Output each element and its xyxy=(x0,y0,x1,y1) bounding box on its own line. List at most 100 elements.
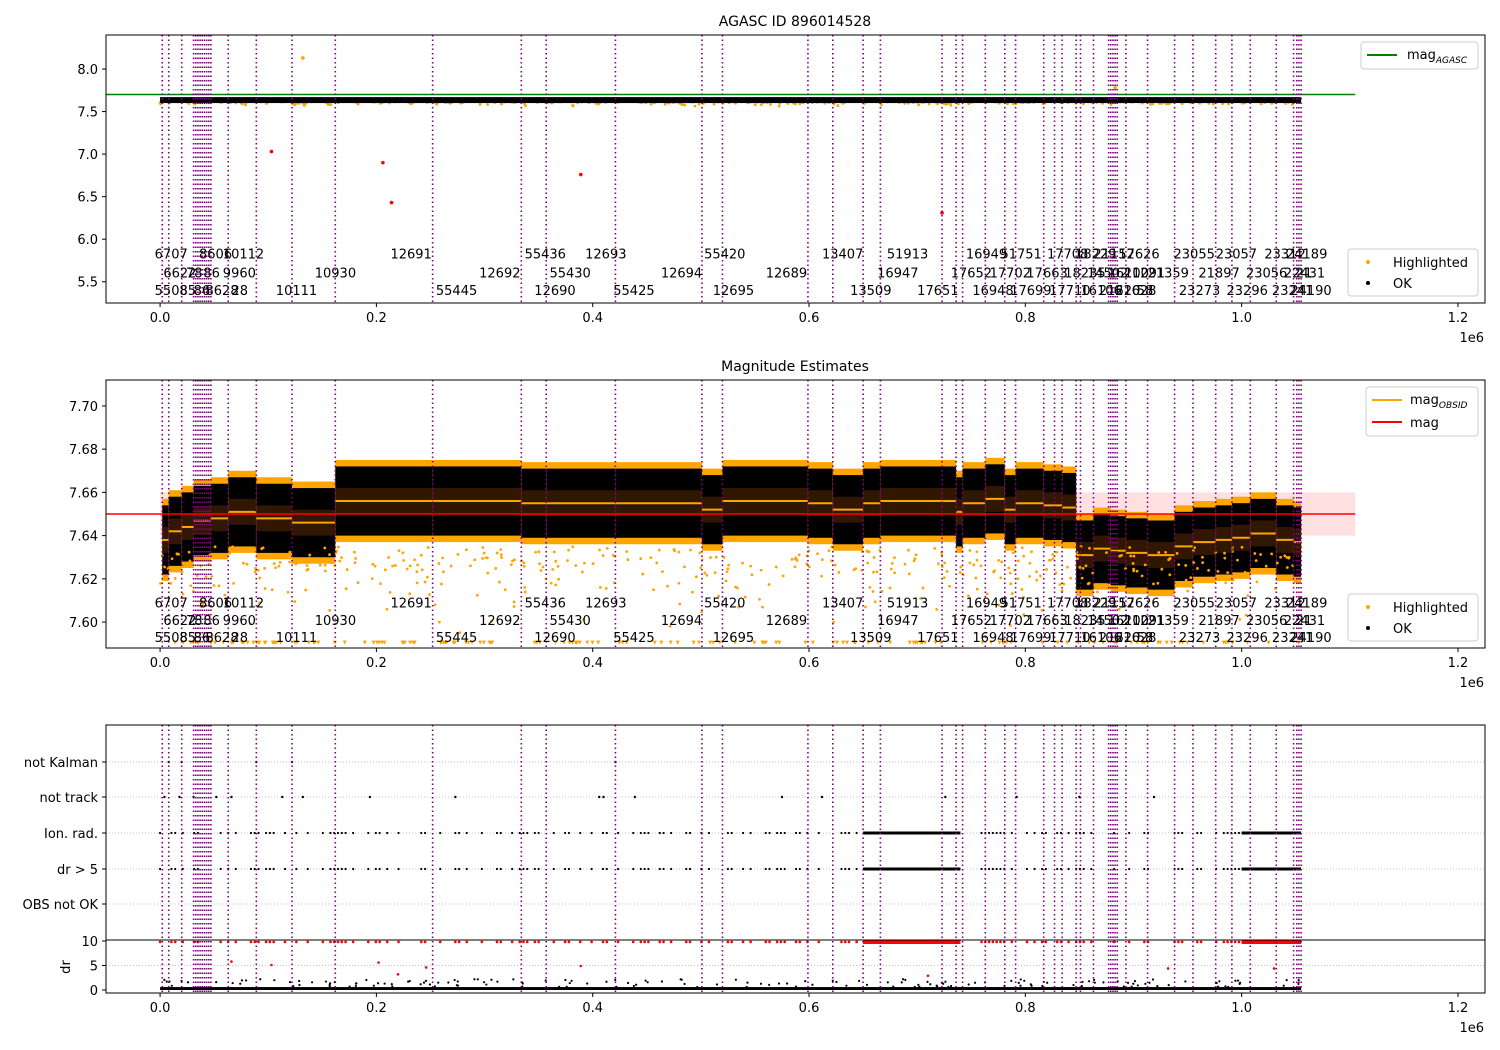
flag-ion-rad-point xyxy=(844,831,847,835)
panel1-obsid-label: 55420 xyxy=(704,248,745,263)
flag-dr5-point xyxy=(511,867,514,871)
highlighted-point xyxy=(292,102,296,106)
flag-ion-rad-point xyxy=(1090,831,1093,835)
highlighted-clipped-marker xyxy=(1223,640,1228,645)
highlighted-point xyxy=(187,550,191,554)
highlighted-point xyxy=(912,559,916,563)
panel1-obsid-label: 21 xyxy=(1296,266,1313,281)
flag-ion-rad-point xyxy=(219,831,222,835)
dr-high-point xyxy=(257,940,260,944)
highlighted-point xyxy=(408,564,412,568)
highlighted-point xyxy=(248,622,252,626)
flag-dr5-point xyxy=(1226,867,1229,871)
flag-ion-rad-point xyxy=(253,831,256,835)
panel1-obsid-label: 17710 xyxy=(1049,284,1090,299)
panel1-obsid-label: 58 xyxy=(1137,284,1154,299)
highlighted-clipped-marker xyxy=(439,640,444,645)
highlighted-point xyxy=(393,564,397,567)
highlighted-point xyxy=(1270,552,1274,556)
dr-high-point xyxy=(726,940,730,944)
highlighted-point xyxy=(1028,561,1032,565)
highlighted-point xyxy=(1076,557,1079,561)
highlighted-clipped-marker xyxy=(452,640,457,645)
highlighted-clipped-marker xyxy=(1135,640,1140,645)
dr-high-point xyxy=(995,940,998,944)
dr-low-point xyxy=(1132,982,1135,985)
highlighted-point xyxy=(571,545,575,549)
highlighted-point xyxy=(307,557,311,560)
panel1-obsid-label: 23296 xyxy=(1227,284,1268,299)
highlighted-point xyxy=(626,558,630,562)
highlighted-point xyxy=(397,549,401,553)
flag-ion-rad-point xyxy=(564,831,567,835)
highlighted-point xyxy=(371,562,375,566)
highlighted-point xyxy=(678,602,682,606)
flag-dr5-point xyxy=(234,867,237,871)
highlighted-clipped-marker xyxy=(375,640,380,645)
highlighted-clipped-marker xyxy=(1140,640,1145,645)
flag-dr5-point xyxy=(564,867,567,871)
highlighted-point xyxy=(948,584,951,588)
panel3-dr-tick-label: 5 xyxy=(90,960,98,975)
highlighted-clipped-marker xyxy=(274,640,279,645)
highlighted-point xyxy=(872,570,875,574)
flag-dr5-point xyxy=(647,867,650,871)
highlighted-point xyxy=(551,568,555,571)
highlighted-clipped-marker xyxy=(875,640,880,645)
panel2-obsid-label: 6622 xyxy=(163,614,196,629)
panel1-obsid-label: 10112 xyxy=(223,248,264,263)
highlighted-point xyxy=(1168,573,1172,577)
highlighted-point xyxy=(373,564,377,568)
dr-high-point xyxy=(1040,940,1044,944)
dr-high-point xyxy=(1237,940,1241,944)
highlighted-point xyxy=(1069,576,1073,580)
flag-ion-rad-point xyxy=(272,831,275,835)
dr-mid-point xyxy=(270,963,273,967)
highlighted-point xyxy=(725,570,729,574)
panel2-y-axis: 7.60 7.62 7.64 7.66 7.68 7.70 xyxy=(69,400,106,631)
highlighted-point xyxy=(356,581,360,585)
panel2-y-tick-label: 7.66 xyxy=(69,486,98,501)
panel2-obsid-label: 10112 xyxy=(223,597,264,612)
dr-low-point xyxy=(835,980,838,984)
panel3-x-exponent: 1e6 xyxy=(1459,1021,1484,1036)
highlighted-point xyxy=(469,564,472,568)
highlighted-point xyxy=(1010,592,1014,595)
panel1-obsid-label: 12694 xyxy=(661,266,702,281)
highlighted-point xyxy=(903,562,907,566)
highlighted-point xyxy=(816,552,819,556)
highlighted-point xyxy=(997,603,1001,607)
highlighted-point xyxy=(484,556,488,560)
panel1-obsid-label: 14502 xyxy=(1087,266,1128,281)
highlighted-point xyxy=(302,104,306,107)
panel1-obsid-label: 17708 xyxy=(1047,248,1088,263)
highlighted-point xyxy=(943,561,947,565)
dr-high-point xyxy=(768,940,771,944)
highlighted-point xyxy=(1078,566,1082,569)
highlighted-point xyxy=(1175,552,1179,555)
dr-low-point xyxy=(646,981,649,984)
dr-high-point xyxy=(563,940,567,944)
panel2-obsid-label: 21897 xyxy=(1198,614,1239,629)
panel3-frame xyxy=(105,724,1486,994)
flag-dr5-point xyxy=(764,867,767,871)
panel2-obsid-label: 16948 xyxy=(972,631,1013,646)
panel1-frame xyxy=(105,34,1486,304)
highlighted-point xyxy=(522,561,526,565)
highlighted-clipped-marker xyxy=(907,640,912,645)
dr-low-point xyxy=(768,983,771,986)
dr-low-point xyxy=(377,982,380,985)
dr-high-point xyxy=(1180,940,1184,944)
flag-dr5-point xyxy=(465,867,468,871)
flag-dr5-point xyxy=(439,867,442,871)
highlighted-clipped-marker xyxy=(659,640,664,645)
panel2-x-tick-label: 1.0 xyxy=(1231,656,1252,671)
highlighted-point xyxy=(478,102,482,106)
flag-dr5-point xyxy=(174,867,177,871)
panel1-obsid-label: 13509 xyxy=(850,284,891,299)
dr-low-point xyxy=(482,981,486,984)
highlighted-clipped-marker xyxy=(573,640,578,645)
flag-ion-rad-point xyxy=(730,831,733,835)
flag-ion-rad-point xyxy=(321,831,324,835)
